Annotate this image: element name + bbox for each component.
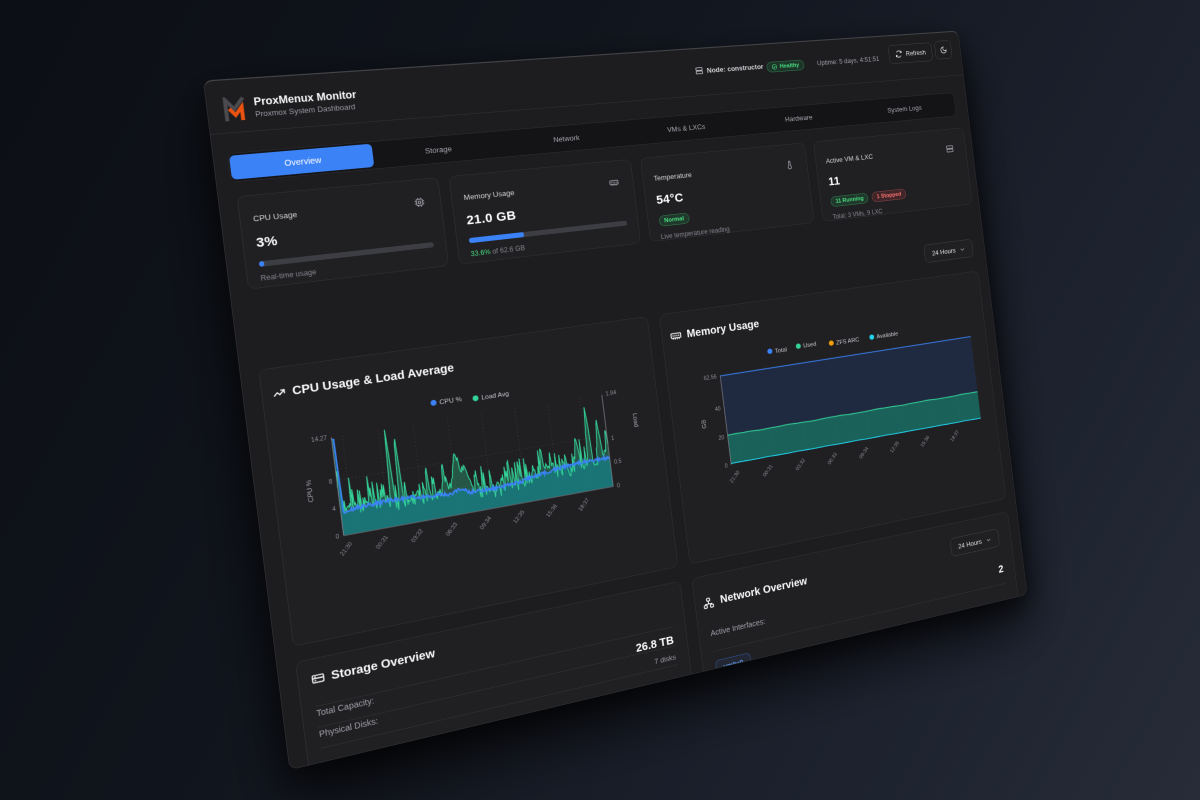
svg-text:12:35: 12:35 — [889, 440, 900, 454]
svg-text:Available: Available — [876, 330, 898, 340]
svg-text:15:36: 15:36 — [545, 503, 559, 518]
svg-text:12:35: 12:35 — [512, 509, 526, 525]
svg-text:CPU %: CPU % — [304, 479, 316, 503]
svg-text:62.56: 62.56 — [703, 374, 717, 382]
svg-text:18:37: 18:37 — [949, 429, 960, 443]
svg-text:03:32: 03:32 — [410, 528, 425, 544]
svg-text:Load Avg: Load Avg — [481, 389, 509, 401]
svg-text:18:37: 18:37 — [577, 497, 590, 512]
svg-text:15:36: 15:36 — [920, 434, 931, 448]
svg-text:09:34: 09:34 — [858, 446, 869, 460]
svg-text:4: 4 — [332, 506, 337, 513]
svg-text:09:34: 09:34 — [479, 515, 493, 531]
svg-text:06:33: 06:33 — [827, 451, 839, 465]
svg-text:06:33: 06:33 — [445, 521, 459, 537]
svg-text:0: 0 — [724, 463, 728, 469]
svg-text:1: 1 — [611, 435, 615, 441]
svg-text:0: 0 — [335, 534, 340, 541]
svg-text:Total: Total — [774, 345, 787, 354]
svg-text:Used: Used — [803, 340, 817, 349]
svg-text:40: 40 — [714, 406, 721, 413]
svg-text:00:31: 00:31 — [375, 534, 390, 550]
svg-text:00:31: 00:31 — [762, 463, 774, 478]
svg-text:CPU %: CPU % — [439, 395, 462, 406]
svg-text:03:32: 03:32 — [795, 457, 807, 471]
svg-text:Load: Load — [631, 412, 640, 427]
svg-text:20: 20 — [718, 435, 725, 442]
svg-text:ZFS ARC: ZFS ARC — [836, 335, 860, 346]
svg-text:14.27: 14.27 — [311, 435, 328, 444]
svg-text:21:30: 21:30 — [339, 541, 354, 557]
svg-text:GB: GB — [700, 419, 708, 429]
svg-text:0: 0 — [617, 483, 621, 490]
svg-text:21:30: 21:30 — [729, 469, 741, 484]
svg-text:1.94: 1.94 — [605, 390, 617, 398]
svg-text:0.5: 0.5 — [614, 458, 623, 465]
svg-text:8: 8 — [328, 478, 333, 485]
